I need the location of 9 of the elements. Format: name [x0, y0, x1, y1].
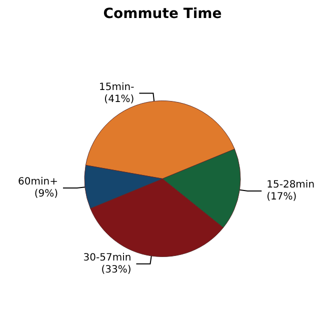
slice-label: 15min- [99, 82, 135, 93]
data-label: (41%) [104, 94, 134, 105]
data-label: (17%) [266, 192, 297, 203]
slice-label: 30-57min [83, 252, 132, 264]
slice-label: 60min+ [18, 176, 58, 188]
data-label: (33%) [101, 264, 132, 276]
data-label: (9%) [34, 188, 58, 200]
slice-label: 15-28min [266, 180, 315, 191]
chart-title: Commute Time [103, 6, 222, 22]
